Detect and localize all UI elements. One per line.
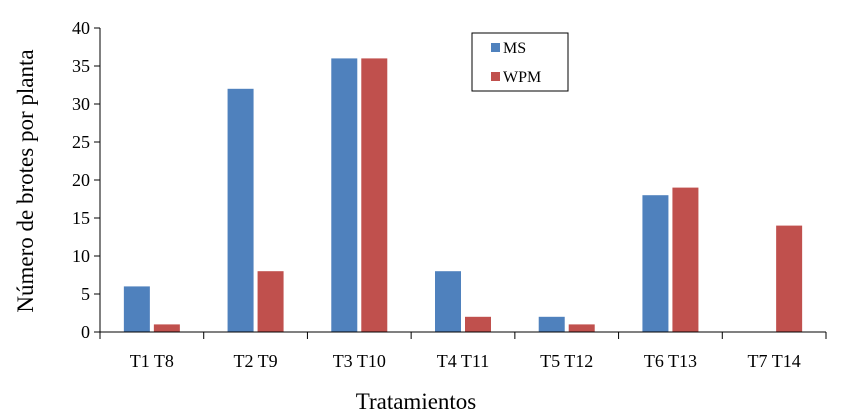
legend-label-ms: MS — [503, 40, 526, 57]
bar-wpm-1 — [153, 324, 180, 332]
bar-wpm-4 — [465, 316, 491, 332]
y-tick-label-5: 25 — [72, 132, 90, 152]
x-tick-label-5: T5 T12 — [540, 351, 593, 371]
y-tick-label-8: 40 — [72, 18, 90, 38]
y-tick-label-2: 10 — [72, 246, 90, 266]
bar-wpm-5 — [568, 324, 595, 332]
bar-ms-5 — [538, 316, 565, 332]
y-tick-label-7: 35 — [72, 56, 90, 76]
x-tick-label-3: T3 T10 — [333, 351, 386, 371]
y-tick-label-6: 30 — [72, 94, 90, 114]
y-axis-title: Número de brotes por planta — [13, 49, 38, 312]
bar-ms-4 — [435, 271, 461, 332]
bar-wpm-3 — [361, 58, 388, 333]
bar-ms-1 — [123, 286, 150, 332]
bar-wpm-7 — [776, 225, 803, 332]
x-tick-label-2: T2 T9 — [233, 351, 277, 371]
bar-wpm-6 — [672, 187, 699, 332]
plot-area: 0 5 10 15 20 25 30 35 40 T1 T8 T2 T9 T3 T10 T4 T11 T5… — [72, 18, 827, 371]
y-tick-label-4: 20 — [72, 170, 90, 190]
y-tick-label-0: 0 — [81, 322, 90, 342]
legend-label-wpm: WPM — [503, 69, 541, 86]
y-tick-label-3: 15 — [72, 208, 90, 228]
legend-box — [471, 32, 569, 92]
x-tick-label-1: T1 T8 — [130, 351, 174, 371]
x-tick-label-4: T4 T11 — [437, 351, 490, 371]
bar-wpm-2 — [257, 271, 284, 332]
legend: MS WPM — [471, 32, 569, 92]
x-tick-label-6: T6 T13 — [644, 351, 697, 371]
bar-ms-3 — [331, 58, 358, 333]
legend-swatch-ms — [491, 43, 500, 52]
bar-ms-2 — [227, 88, 254, 332]
y-tick-label-1: 5 — [81, 284, 90, 304]
bar-ms-6 — [642, 195, 669, 332]
x-axis-title: Tratamientos — [356, 389, 477, 414]
x-tick-label-7: T7 T14 — [748, 351, 801, 371]
legend-swatch-wpm — [491, 72, 500, 81]
